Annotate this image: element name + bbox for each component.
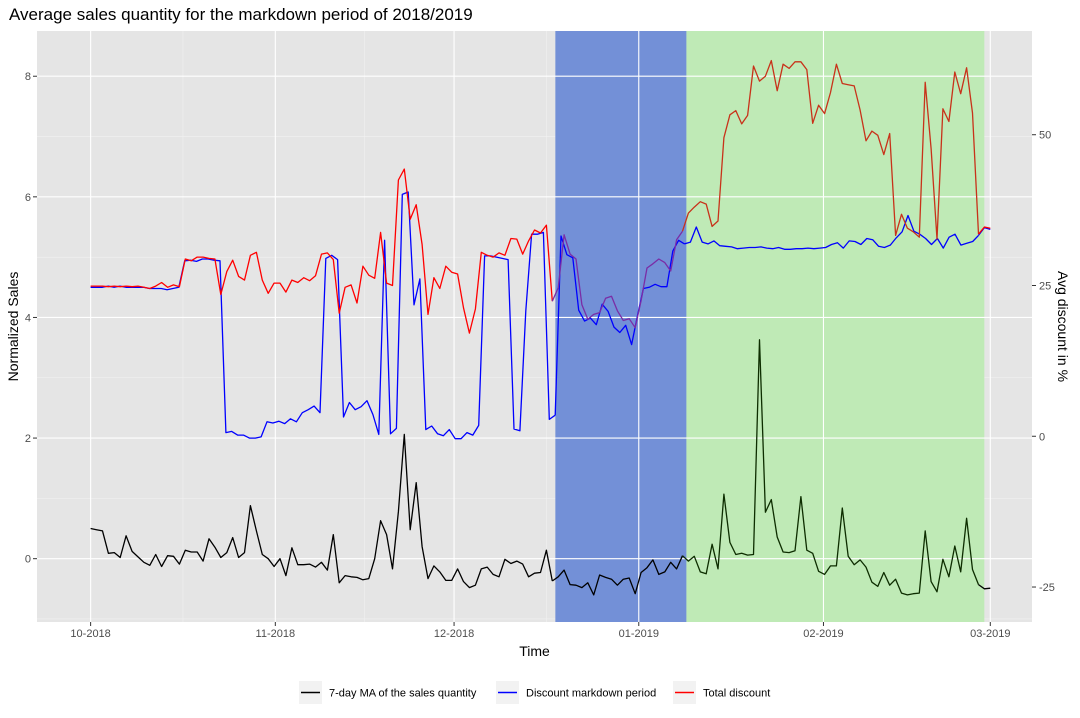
x-tick-label: 11-2018: [256, 628, 296, 640]
major-grid: [37, 31, 1032, 622]
markdown-band-blue: [555, 31, 687, 622]
chart-title: Average sales quantity for the markdown …: [9, 5, 473, 24]
legend-label: Discount markdown period: [526, 688, 656, 700]
y2-tick-label: 25: [1039, 280, 1051, 292]
legend-label: 7-day MA of the sales quantity: [329, 688, 477, 700]
y2-axis-title: Avg discount in %: [1055, 271, 1071, 382]
discount-series-line: [554, 235, 685, 416]
discount-series-line: [684, 214, 979, 250]
x-tick-label: 02-2019: [803, 628, 843, 640]
y-axis-right: -25 0 25 50: [1032, 130, 1055, 594]
x-axis-title: Time: [519, 643, 550, 659]
y2-tick-label: 50: [1039, 130, 1051, 142]
x-axis: 10-2018 11-2018 12-2018 01-2019 02-2019 03-20…: [70, 622, 1010, 640]
y-tick-label: 4: [25, 312, 31, 324]
ma-series-line: [682, 339, 980, 596]
ma-series-line: [551, 555, 684, 596]
y-tick-label: 8: [25, 71, 31, 83]
y2-tick-label: -25: [1039, 582, 1055, 594]
bands: [555, 31, 985, 622]
x-tick-label: 10-2018: [70, 628, 110, 640]
x-tick-label: 01-2019: [619, 628, 659, 640]
x-tick-label: 03-2019: [970, 628, 1010, 640]
legend: 7-day MA of the sales quantity Discount m…: [299, 681, 770, 704]
y-tick-label: 0: [25, 554, 31, 566]
y-axis-title: Normalized Sales: [5, 272, 21, 382]
series-lines: [90, 59, 991, 596]
markdown-band-green: [686, 31, 985, 622]
x-tick-label: 12-2018: [434, 628, 474, 640]
ma-series-line: [90, 433, 553, 589]
y2-tick-label: 0: [1039, 431, 1045, 443]
discount-series-line: [90, 191, 556, 440]
y-axis-left: 0 2 4 6 8: [25, 71, 37, 566]
total-discount-series-line: [977, 226, 991, 235]
legend-label: Total discount: [703, 688, 770, 700]
total-discount-series-line: [90, 168, 553, 334]
y-tick-label: 2: [25, 433, 31, 445]
y-tick-label: 6: [25, 192, 31, 204]
total-discount-series-line: [681, 59, 980, 240]
total-discount-series-line: [551, 230, 684, 329]
ma-series-line: [978, 584, 991, 590]
